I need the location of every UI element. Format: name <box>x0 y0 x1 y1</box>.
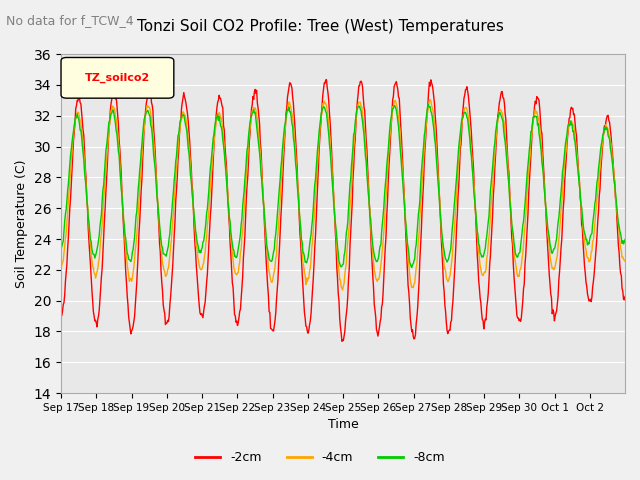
-4cm <box>124 263 131 268</box>
Text: Tonzi Soil CO2 Profile: Tree (West) Temperatures: Tonzi Soil CO2 Profile: Tree (West) Temp… <box>136 19 504 34</box>
Text: TZ_soilco2: TZ_soilco2 <box>84 72 150 83</box>
-4cm <box>435 176 442 182</box>
-8cm <box>408 264 415 270</box>
-8cm <box>57 245 65 251</box>
-2cm <box>227 252 235 258</box>
-8cm <box>255 144 262 150</box>
Line: -2cm: -2cm <box>61 80 625 341</box>
-2cm <box>338 338 346 344</box>
-2cm <box>323 77 330 83</box>
-2cm <box>57 312 65 318</box>
-4cm <box>276 197 284 203</box>
FancyBboxPatch shape <box>61 58 174 98</box>
-2cm <box>255 113 262 119</box>
Text: No data for f_TCW_4: No data for f_TCW_4 <box>6 14 134 27</box>
Y-axis label: Soil Temperature (C): Soil Temperature (C) <box>15 159 28 288</box>
-8cm <box>435 181 442 187</box>
-4cm <box>255 135 262 141</box>
-8cm <box>621 237 629 242</box>
-8cm <box>276 176 284 182</box>
-4cm <box>339 287 346 293</box>
-8cm <box>124 251 131 256</box>
-4cm <box>621 258 629 264</box>
-4cm <box>57 268 65 274</box>
Line: -4cm: -4cm <box>61 99 625 290</box>
Legend: -2cm, -4cm, -8cm: -2cm, -4cm, -8cm <box>190 446 450 469</box>
-8cm <box>227 230 235 236</box>
X-axis label: Time: Time <box>328 419 358 432</box>
-4cm <box>227 234 235 240</box>
-2cm <box>403 250 410 255</box>
-4cm <box>402 224 410 229</box>
-8cm <box>424 102 432 108</box>
Line: -8cm: -8cm <box>61 105 625 267</box>
-2cm <box>276 229 284 235</box>
-4cm <box>426 96 434 102</box>
-8cm <box>401 215 409 221</box>
-2cm <box>435 170 442 176</box>
-2cm <box>621 294 629 300</box>
-2cm <box>124 293 131 299</box>
